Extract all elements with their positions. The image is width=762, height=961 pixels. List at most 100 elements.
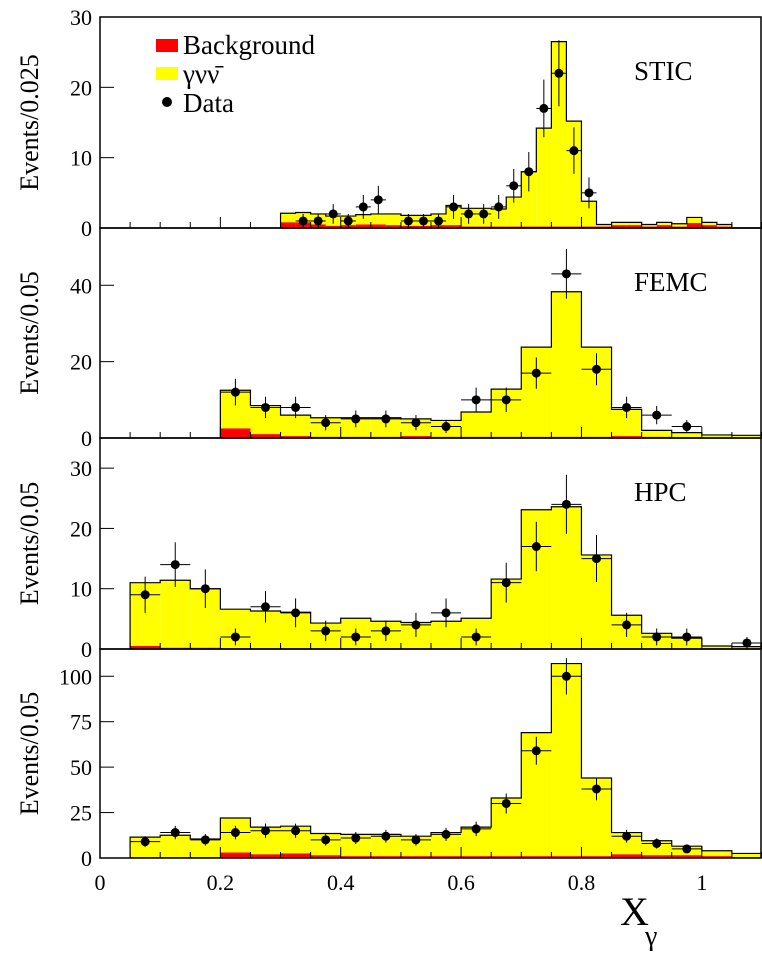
data-point [561,269,571,279]
background-bar [701,856,732,858]
background-bar [671,855,702,858]
signal-bar [536,128,552,228]
y-tick-label: 75 [70,710,92,735]
y-tick-label: 0 [81,426,92,451]
legend-swatch-background [156,39,178,52]
data-point [652,632,662,642]
y-axis-label: Events/0.05 [15,482,44,606]
x-tick-label: 0.6 [447,870,475,895]
data-point [261,826,270,836]
signal-bar [671,432,702,438]
background-bar [686,223,702,228]
data-point [230,387,240,397]
legend-swatch-signal [156,67,178,80]
data-point [509,181,519,191]
signal-bar [280,415,311,438]
data-point [449,202,459,212]
data-point [434,216,444,226]
x-tick-label: 0.2 [207,870,235,895]
data-point [298,216,308,226]
data-point [321,626,331,636]
data-point [381,831,391,841]
panel-frame [99,227,762,439]
signal-bar [385,213,401,228]
data-point [313,216,323,226]
data-point [471,395,481,405]
y-tick-label: 10 [70,146,92,171]
panel-3: 0 10 20 30 Events/0.05 HPC [15,437,762,662]
signal-bar [551,41,567,228]
panel-4: 0 25 50 75 100 Events/0.05 [15,648,762,871]
signal-bar [701,850,732,858]
data-point [652,838,662,848]
signal-bar [340,417,371,438]
y-tick-label: 0 [81,637,92,662]
data-point [561,671,571,681]
data-point [622,620,632,630]
signal-bar [686,217,702,228]
legend-label-data: Data [183,88,234,118]
data-point [351,414,361,424]
data-point [261,402,270,412]
background-bar [641,855,672,858]
data-point [381,626,391,636]
data-point [682,632,692,642]
background-bar [611,436,642,438]
data-point [524,167,534,177]
data-point [291,826,301,836]
y-axis-label: Events/0.025 [15,54,44,191]
background-bar [400,856,431,858]
data-point [343,216,353,226]
data-point [418,216,428,226]
data-point [441,422,451,432]
background-bar [521,856,552,858]
data-point [471,632,481,642]
signal-bar [641,840,672,858]
signal-bar [400,836,431,858]
background-bar [656,225,672,228]
data-point [592,554,601,564]
background-bar [280,436,311,438]
background-bar [491,856,522,858]
data-point [479,209,489,219]
data-point [351,632,361,642]
signal-bar [671,223,687,228]
data-point [742,638,752,648]
data-point [261,602,270,612]
data-point [351,833,361,843]
y-tick-label: 30 [70,5,92,30]
data-point [140,837,150,847]
signal-bar [551,291,582,438]
legend: Background γνν̄ Data [156,30,315,118]
data-point [464,209,474,219]
background-bar [701,225,717,228]
data-point [403,216,413,226]
legend-label-background: Background [183,30,315,60]
background-bar [280,222,296,228]
data-point [561,499,571,509]
data-point [584,188,594,198]
signal-bar [370,834,401,858]
data-point [471,824,481,834]
background-bar [370,224,386,228]
background-bar [385,225,401,228]
y-tick-label: 50 [70,755,92,780]
background-bar [325,225,341,228]
data-point [328,209,338,219]
signal-bar [551,663,582,858]
data-point [291,608,301,618]
y-tick-label: 25 [70,801,92,826]
background-bar [626,225,642,228]
signal-bar [506,197,522,228]
data-point [622,402,632,412]
signal-bar [340,834,371,858]
signal-bar [716,224,732,228]
data-point [170,560,180,570]
x-axis-label-subscript: γ [644,921,657,952]
signal-bar [190,838,221,858]
background-bar [220,428,251,438]
data-point [652,410,662,420]
x-tick-label: 0.4 [327,870,355,895]
signal-bar [596,224,612,228]
signal-bar [701,645,732,649]
